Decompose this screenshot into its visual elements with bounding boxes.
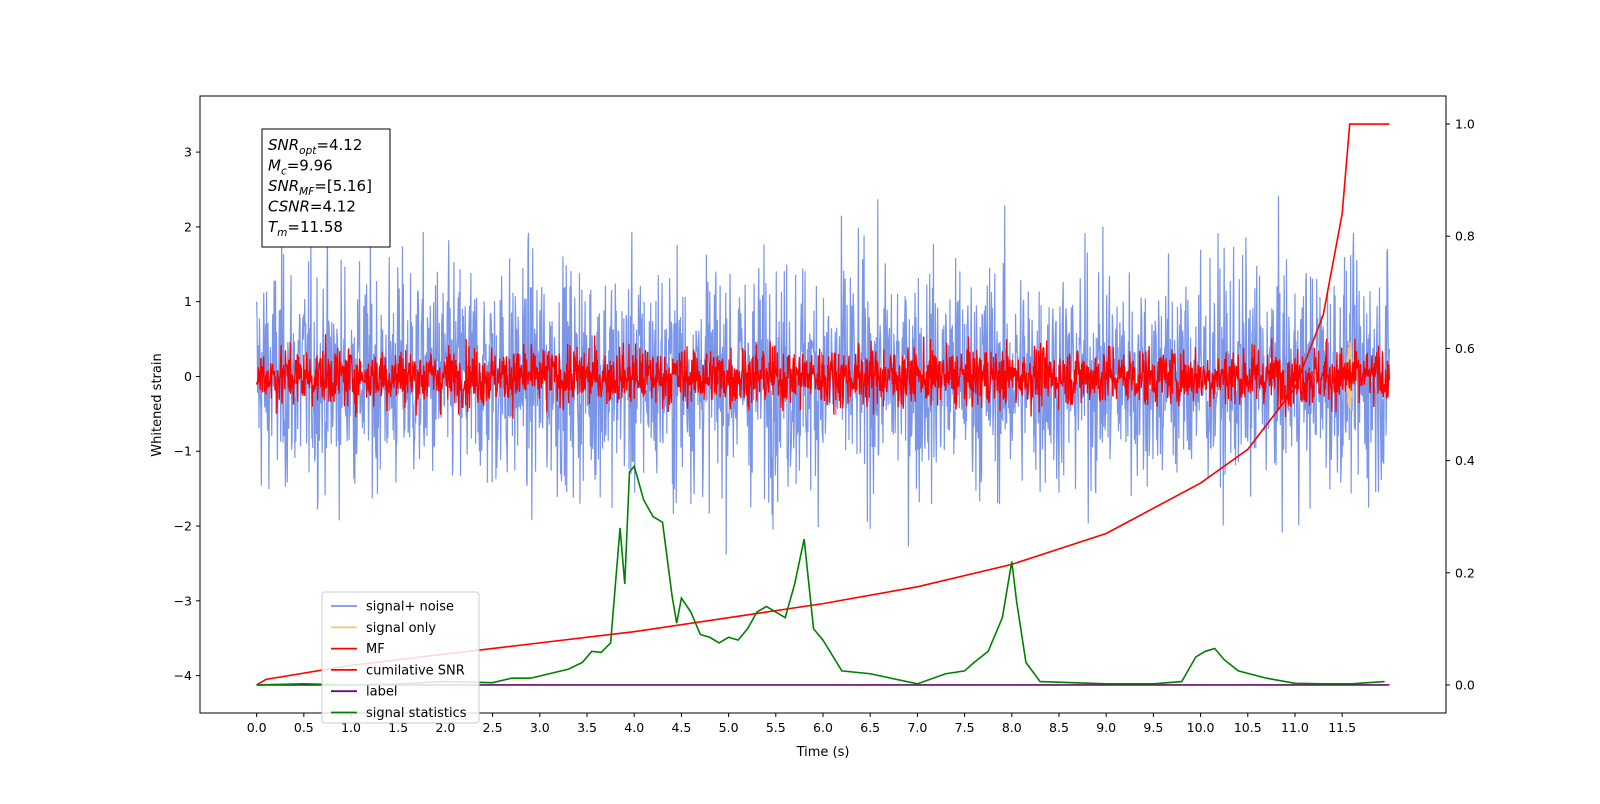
x-tick-label: 0.5 <box>294 720 314 735</box>
y2-tick-label: 0.6 <box>1455 341 1475 356</box>
legend-label-signal-statistics: signal statistics <box>366 706 467 721</box>
x-tick-label: 10.5 <box>1234 720 1262 735</box>
x-tick-label: 1.0 <box>341 720 361 735</box>
x-tick-label: 9.5 <box>1143 720 1163 735</box>
annotation-value: =[5.16] <box>314 177 372 195</box>
x-tick-label: 3.5 <box>577 720 597 735</box>
annotation-subscript: c <box>281 166 287 178</box>
series-signal-noise <box>256 195 1390 555</box>
x-tick-label: 9.0 <box>1096 720 1116 735</box>
x-tick-label: 6.5 <box>860 720 880 735</box>
y-tick-label: −2 <box>174 519 192 534</box>
x-tick-label: 8.0 <box>1002 720 1022 735</box>
annotation-symbol: CSNR <box>268 198 310 216</box>
x-tick-label: 1.5 <box>388 720 408 735</box>
y2-tick-label: 1.0 <box>1455 117 1475 132</box>
y-tick-label: 0 <box>184 369 192 384</box>
annotation-value: =4.12 <box>316 136 362 154</box>
x-tick-label: 8.5 <box>1049 720 1069 735</box>
annotation-line: CSNR=4.12 <box>268 198 356 216</box>
y-axis-left: 3 2 1 0 −1 −2 −3 −4 <box>174 145 200 683</box>
annotation-value: =9.96 <box>287 157 333 175</box>
annotation-subscript: MF <box>299 186 315 198</box>
y-axis-label: Whitened strain <box>150 353 165 456</box>
legend-label-signal-only: signal only <box>366 621 436 636</box>
x-tick-label: 5.0 <box>719 720 739 735</box>
x-tick-label: 6.0 <box>813 720 833 735</box>
annotation-symbol: SNR <box>268 177 299 195</box>
series-mf <box>255 334 1391 419</box>
x-tick-label: 7.5 <box>955 720 975 735</box>
annotation-line: Mc=9.96 <box>268 157 333 178</box>
x-tick-label: 2.5 <box>483 720 503 735</box>
y2-tick-label: 0.4 <box>1455 453 1475 468</box>
y-tick-label: −3 <box>174 593 192 608</box>
x-tick-label: 0.0 <box>247 720 267 735</box>
y-axis-right: 1.0 0.8 0.6 0.4 0.2 0.0 <box>1446 117 1475 692</box>
x-tick-label: 11.0 <box>1281 720 1309 735</box>
annotation-line: Tm=11.58 <box>268 218 343 239</box>
series-signal-statistics <box>256 464 1385 686</box>
legend-label-cumilative-snr: cumilative SNR <box>366 663 465 678</box>
x-tick-label: 7.0 <box>907 720 927 735</box>
y-tick-label: −4 <box>174 668 192 683</box>
legend-label-signal-noise: signal+ noise <box>366 600 454 615</box>
legend-frame <box>321 591 480 724</box>
x-tick-label: 4.0 <box>624 720 644 735</box>
annotation-frame <box>261 128 391 248</box>
y-tick-label: 3 <box>184 145 192 160</box>
annotation-subscript: m <box>277 227 287 239</box>
y-tick-label: 2 <box>184 219 192 234</box>
y-tick-label: 1 <box>184 294 192 309</box>
y2-tick-label: 0.8 <box>1455 229 1475 244</box>
annotation-symbol: SNR <box>268 136 299 154</box>
x-tick-label: 3.0 <box>530 720 550 735</box>
annotation-value: =11.58 <box>287 218 343 236</box>
annotation-line: SNRMF=[5.16] <box>268 177 372 198</box>
x-axis-label: Time (s) <box>796 745 850 760</box>
annotation-symbol: M <box>268 157 281 175</box>
legend-label-label: label <box>366 685 397 700</box>
x-tick-label: 4.5 <box>671 720 691 735</box>
y2-tick-label: 0.2 <box>1455 565 1475 580</box>
y-tick-label: −1 <box>174 444 192 459</box>
annotation-value: =4.12 <box>310 198 356 216</box>
x-tick-label: 2.0 <box>435 720 455 735</box>
x-tick-label: 5.5 <box>766 720 786 735</box>
annotation-symbol: T <box>268 218 279 236</box>
annotation-line: SNRopt=4.12 <box>268 136 362 157</box>
x-tick-label: 11.5 <box>1328 720 1356 735</box>
annotation-box: SNRopt=4.12Mc=9.96SNRMF=[5.16]CSNR=4.12T… <box>261 128 391 248</box>
x-tick-label: 10.0 <box>1187 720 1215 735</box>
x-axis: 0.0 0.5 1.0 1.5 2.0 2.5 3.0 3.5 4.0 4.5 5.0 5.5 6.0 6… <box>247 713 1356 735</box>
annotation-subscript: opt <box>299 145 317 157</box>
legend: signal+ noise signal only MF cumilative SNR… <box>321 591 480 724</box>
y2-tick-label: 0.0 <box>1455 677 1475 692</box>
legend-label-mf: MF <box>366 642 385 657</box>
